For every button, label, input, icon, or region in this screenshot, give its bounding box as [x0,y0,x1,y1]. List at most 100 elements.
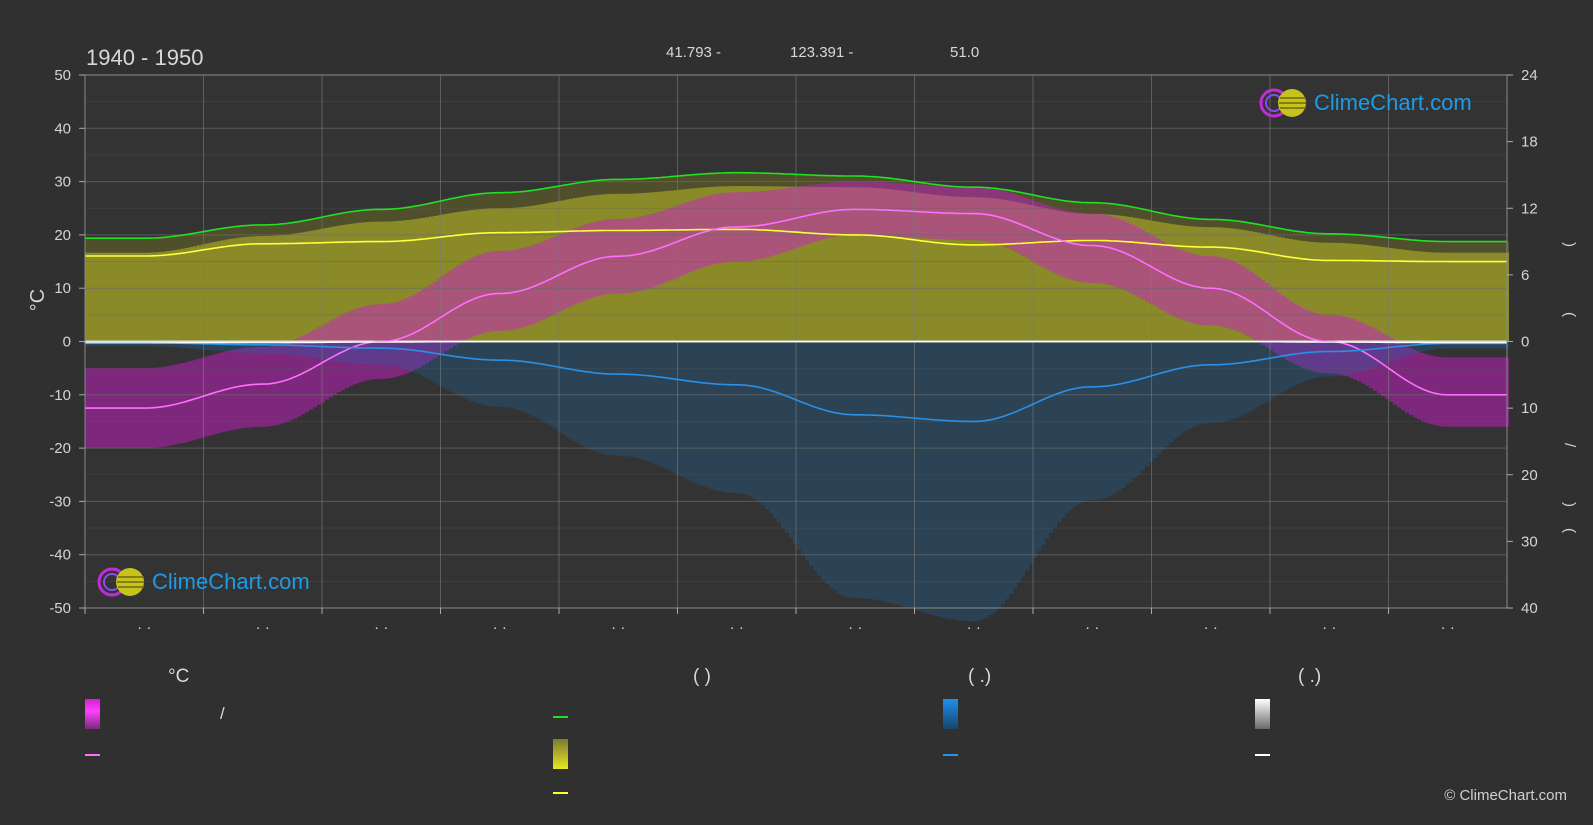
temp-band [501,250,505,331]
daylight-band [549,187,553,203]
sunshine-band [889,189,893,342]
sunshine-band [1413,250,1417,342]
rain-band [381,341,385,365]
temp-band [485,252,489,333]
temp-band [881,182,885,236]
temp-band [293,339,297,419]
rain-band [1253,341,1257,409]
rain-band [1025,341,1029,571]
rain-band [993,341,997,612]
daylight-band [161,237,165,252]
daylight-band [233,226,237,239]
rain-band [1333,341,1337,377]
daylight-band [125,238,129,253]
rain-band [1469,341,1473,349]
rain-band [397,341,401,368]
sunshine-band [97,252,101,342]
temp-band [297,337,301,417]
temp-band [1209,256,1213,326]
daylight-band [1241,221,1245,230]
rain-band [149,341,153,347]
rain-band [1489,341,1493,349]
right-bottom-tick-label: 40 [1521,600,1538,617]
temp-band [1021,196,1025,256]
sunshine-band [377,221,381,342]
daylight-band [313,218,317,231]
sunshine-band [1473,252,1477,342]
daylight-band [609,179,613,194]
sunshine-band [989,198,993,342]
logo-bottom[interactable]: ClimeChart.com [96,565,310,599]
elevation-text: 51.0 [950,44,980,61]
temp-band [1245,268,1249,336]
temp-band [541,241,545,320]
rain-band [265,341,269,354]
daylight-band [1477,241,1481,253]
daylight-band [621,179,625,194]
daylight-band [105,238,109,253]
rain-band [1225,341,1229,421]
rain-band [481,341,485,405]
daylight-band [1449,241,1453,253]
rain-band [1173,341,1177,440]
sunshine-band [813,186,817,342]
sunshine-band [729,186,733,342]
temp-band [1473,357,1477,427]
rain-band [1365,341,1369,371]
temp-band [1281,295,1285,358]
rain-band [1233,341,1237,419]
sunshine-band [965,197,969,342]
sunshine-band [341,224,345,342]
sunshine-band [349,223,353,342]
rain-band [1017,341,1021,583]
sunshine-band [1381,246,1385,342]
rain-band [93,341,97,347]
month-tick-label: · · [730,619,744,636]
daylight-band [1061,200,1065,212]
temp-band [837,182,841,237]
rain-band [781,341,785,528]
logo-top[interactable]: ClimeChart.com [1258,86,1472,120]
sunshine-band [433,215,437,342]
sunshine-band [397,220,401,342]
daylight-band [1173,215,1177,225]
rain-band [1109,341,1113,496]
daylight-band [85,238,89,253]
daylight-band [401,208,405,221]
temp-band [833,182,837,237]
daylight-band [293,222,297,234]
daylight-band [1181,217,1185,226]
sunshine-band [901,190,905,342]
sunshine-band [333,226,337,342]
temp-band [433,281,437,359]
rain-band [589,341,593,450]
daylight-band [1205,219,1209,228]
rain-band [85,341,89,347]
temp-band [821,183,825,240]
rain-band [1393,341,1397,361]
rain-band [1113,341,1117,494]
rain-mean-line [85,342,1507,423]
sunshine-band [1489,252,1493,342]
daylight-band [1113,204,1117,215]
daylight-band [633,179,637,194]
month-tick-label: · · [374,619,388,636]
temp-band [1365,324,1369,386]
daylight-band [645,178,649,193]
rain-band [97,341,101,347]
temp-band [273,345,277,426]
sunshine-band [401,220,405,342]
daylight-band [389,209,393,222]
rain-band [1257,341,1261,407]
temp-band [1033,200,1037,263]
sunshine-band [937,195,941,342]
rain-band [849,341,853,598]
daylight-band [1077,202,1081,214]
daylight-band [189,233,193,248]
rain-band [1129,341,1133,482]
daylight-band [173,236,177,251]
daylight-band [665,176,669,191]
daylight-band [493,192,497,209]
left-tick-label: 30 [54,174,71,191]
rain-band [1121,341,1125,488]
